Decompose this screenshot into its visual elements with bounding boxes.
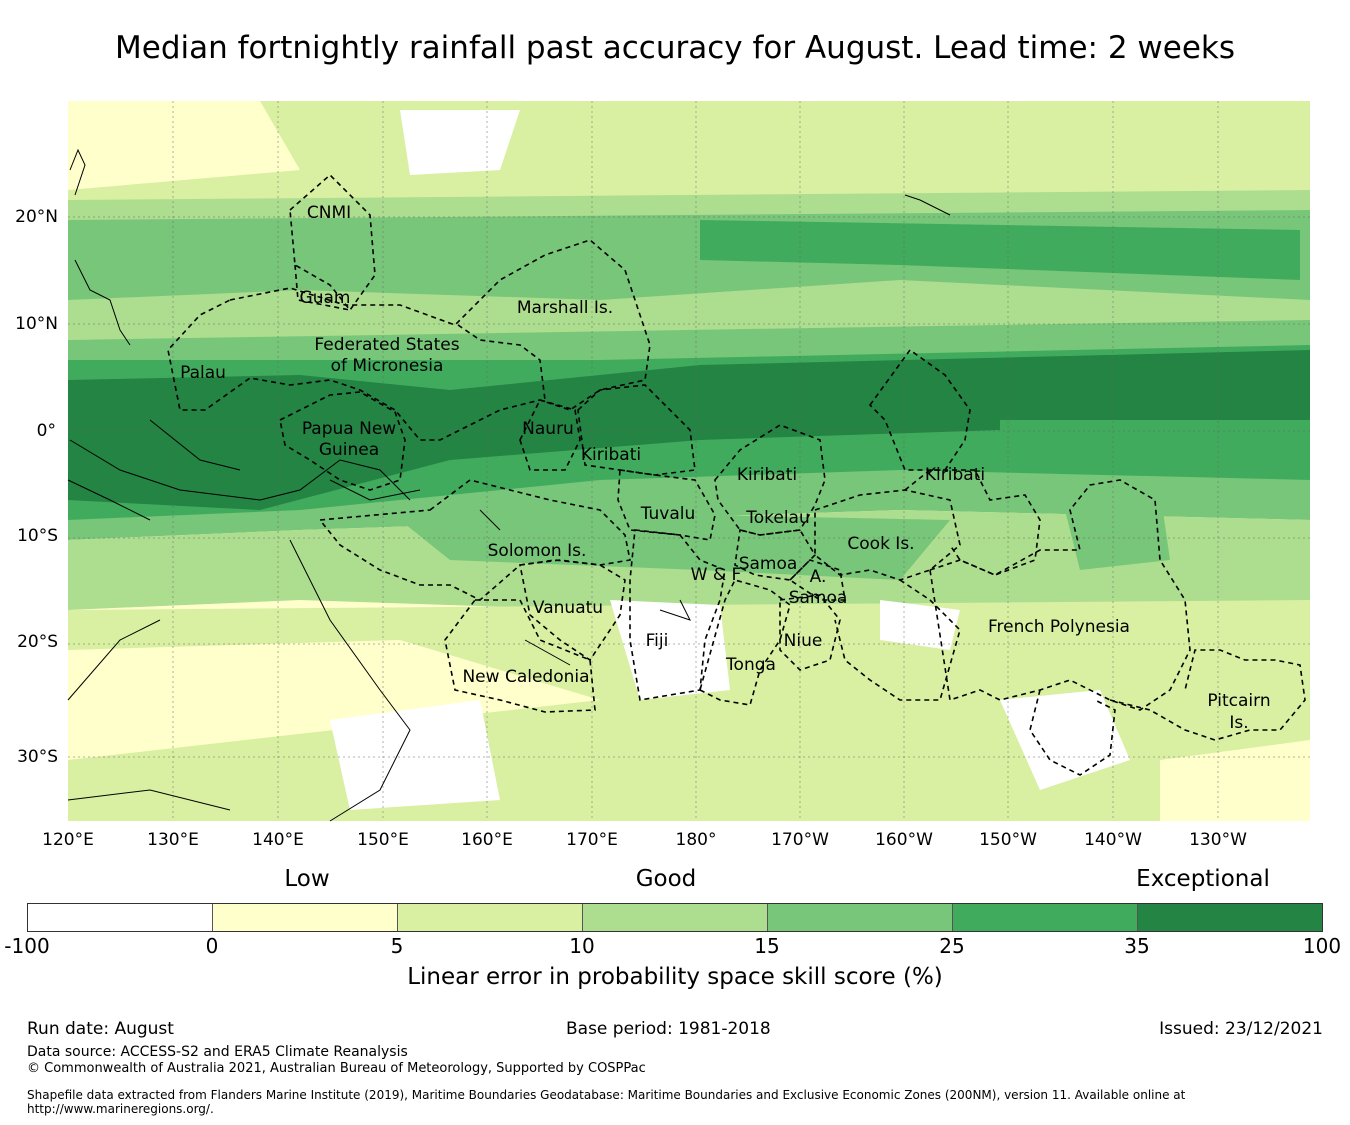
label-samoa: Samoa	[739, 554, 798, 574]
lat-label: 20°N	[15, 207, 58, 227]
eez-boundaries	[167, 173, 1306, 776]
colorbar-tick: 15	[754, 934, 780, 958]
label-tuvalu: Tuvalu	[640, 504, 696, 524]
colorbar-segment	[768, 904, 953, 931]
colorbar-segment	[583, 904, 768, 931]
skill-map: CNMI Guam Marshall Is. Federated States …	[67, 101, 1310, 822]
label-marshall: Marshall Is.	[517, 298, 613, 318]
graticule	[68, 101, 1310, 821]
lon-label: 180°	[675, 830, 717, 850]
colorbar-segment	[1138, 904, 1322, 931]
legend-category-good: Good	[635, 866, 697, 892]
colorbar-tick: 35	[1124, 934, 1150, 958]
legend-category-exceptional: Exceptional	[1136, 866, 1270, 892]
lon-label: 170°E	[566, 830, 618, 850]
label-pitcairn-2: Is.	[1229, 713, 1248, 733]
colorbar-tick: -100	[4, 934, 50, 958]
label-tonga: Tonga	[725, 655, 776, 675]
lat-label: 0°	[36, 421, 56, 441]
label-kiribati-1: Kiribati	[581, 445, 641, 465]
colorbar-tick: 0	[205, 934, 219, 958]
lon-label: 130°E	[147, 830, 199, 850]
label-pitcairn-1: Pitcairn	[1207, 691, 1270, 711]
colorbar-tick: 5	[390, 934, 404, 958]
lon-label: 170°W	[771, 830, 829, 850]
lon-label: 140°E	[252, 830, 304, 850]
colorbar-segment	[953, 904, 1138, 931]
region-labels: CNMI Guam Marshall Is. Federated States …	[180, 203, 1271, 733]
label-niue: Niue	[784, 631, 823, 651]
label-american-samoa-1: A.	[810, 567, 827, 587]
lon-label: 160°E	[461, 830, 513, 850]
lon-label: 160°W	[875, 830, 933, 850]
run-date: Run date: August	[27, 1019, 174, 1039]
label-new-caledonia: New Caledonia	[462, 667, 589, 687]
label-nauru: Nauru	[522, 419, 574, 439]
lat-label: 10°N	[15, 314, 58, 334]
colorbar	[27, 903, 1323, 932]
legend-category-low: Low	[284, 866, 330, 892]
copyright: © Commonwealth of Australia 2021, Austra…	[27, 1061, 646, 1076]
lon-label: 150°E	[357, 830, 409, 850]
shapefile-credit: Shapefile data extracted from Flanders M…	[27, 1088, 1186, 1116]
label-wallis-futuna: W & F	[691, 565, 742, 585]
label-vanuatu: Vanuatu	[533, 598, 603, 618]
label-fsm-1: Federated States	[314, 335, 459, 355]
lat-label: 10°S	[17, 526, 58, 546]
label-kiribati-2: Kiribati	[737, 465, 797, 485]
label-french-polynesia: French Polynesia	[988, 617, 1130, 637]
issued-date: Issued: 23/12/2021	[1159, 1019, 1323, 1039]
label-fsm-2: of Micronesia	[331, 356, 444, 376]
lon-label: 150°W	[979, 830, 1037, 850]
coastlines	[67, 148, 951, 822]
label-png-2: Guinea	[319, 440, 379, 460]
colorbar-tick: 10	[569, 934, 595, 958]
label-tokelau: Tokelau	[745, 508, 810, 528]
colorbar-segment	[28, 904, 213, 931]
lat-label: 20°S	[17, 632, 58, 652]
label-palau: Palau	[180, 363, 226, 383]
label-american-samoa-2: Samoa	[789, 588, 848, 608]
label-fiji: Fiji	[646, 631, 669, 651]
colorbar-title: Linear error in probability space skill …	[407, 964, 943, 990]
lon-label: 130°W	[1189, 830, 1247, 850]
map-title: Median fortnightly rainfall past accurac…	[115, 30, 1235, 66]
colorbar-tick: 25	[939, 934, 965, 958]
label-kiribati-3: Kiribati	[925, 465, 985, 485]
label-cook: Cook Is.	[847, 534, 914, 554]
label-guam: Guam	[300, 288, 351, 308]
skill-field	[68, 101, 1310, 821]
colorbar-tick: 100	[1302, 934, 1342, 958]
lon-label: 140°W	[1084, 830, 1142, 850]
base-period: Base period: 1981-2018	[566, 1019, 771, 1039]
lon-label: 120°E	[42, 830, 94, 850]
lat-label: 30°S	[17, 747, 58, 767]
data-source: Data source: ACCESS-S2 and ERA5 Climate …	[27, 1044, 408, 1060]
colorbar-segment	[398, 904, 583, 931]
label-cnmi: CNMI	[307, 203, 351, 223]
label-png-1: Papua New	[302, 419, 396, 439]
colorbar-segment	[213, 904, 398, 931]
label-solomon: Solomon Is.	[488, 541, 587, 561]
